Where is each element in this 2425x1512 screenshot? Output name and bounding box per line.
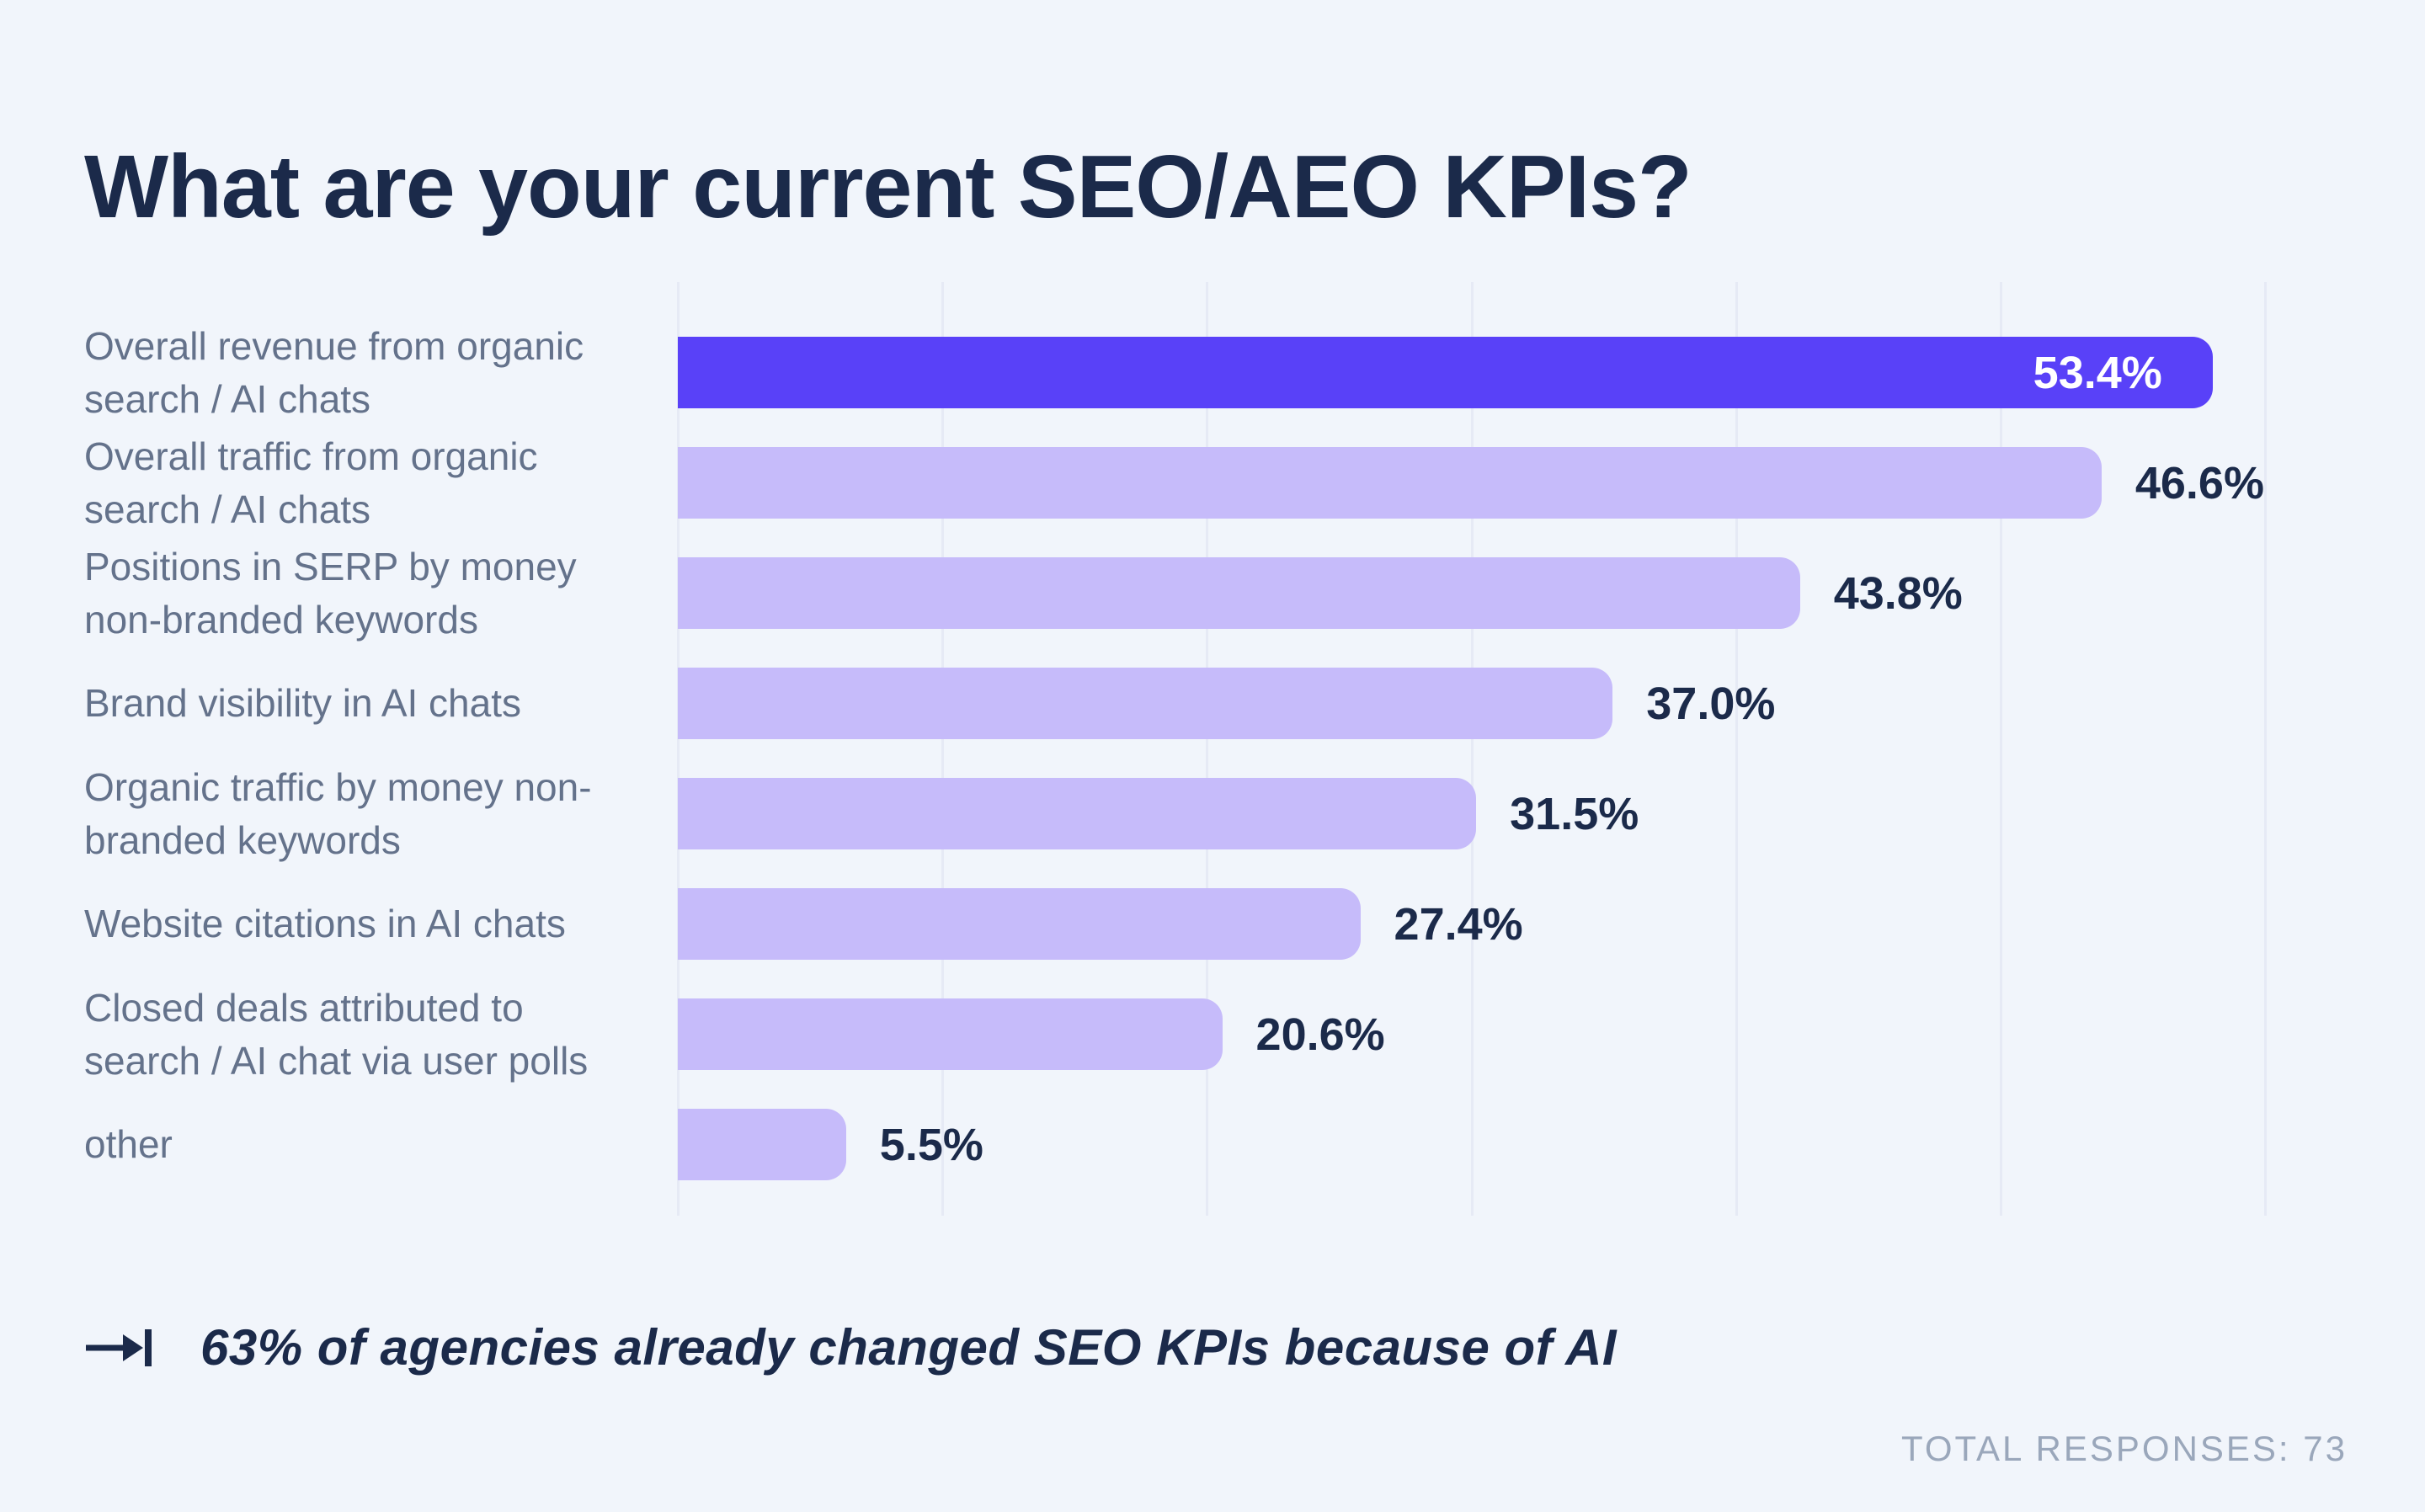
chart-row: Overall traffic from organic search / AI… xyxy=(84,434,2265,531)
bar-track: 31.5% xyxy=(678,778,2265,849)
category-label: Overall traffic from organic search / AI… xyxy=(84,434,538,531)
category-label: Organic traffic by money non-branded key… xyxy=(84,764,592,862)
bar xyxy=(678,557,1800,629)
chart-title: What are your current SEO/AEO KPIs? xyxy=(84,137,1692,237)
annotation-text: 63% of agencies already changed SEO KPIs… xyxy=(200,1319,1618,1376)
value-label: 31.5% xyxy=(1510,788,1639,839)
category-label: Website citations in AI chats xyxy=(84,902,566,946)
bar xyxy=(678,888,1361,960)
value-label: 53.4% xyxy=(2033,347,2162,398)
chart-row: other 5.5% xyxy=(84,1109,2265,1180)
chart-row: Closed deals attributed to search / AI c… xyxy=(84,986,2265,1083)
chart-row: Brand visibility in AI chats 37.0% xyxy=(84,668,2265,739)
key-insight-annotation: 63% of agencies already changed SEO KPIs… xyxy=(84,1318,1617,1376)
category-label: other xyxy=(84,1122,173,1167)
bar-track: 5.5% xyxy=(678,1109,2265,1180)
chart-row: Positions in SERP by money non-branded k… xyxy=(84,545,2265,642)
bar: 53.4% xyxy=(678,337,2213,408)
bar-track: 37.0% xyxy=(678,668,2265,739)
bar xyxy=(678,998,1223,1070)
bar-track: 46.6% xyxy=(678,447,2265,519)
bar xyxy=(678,668,1613,739)
total-responses: TOTAL RESPONSES: 73 xyxy=(1900,1429,2348,1468)
value-label: 5.5% xyxy=(879,1119,983,1170)
value-label: 20.6% xyxy=(1255,1009,1385,1060)
category-label: Closed deals attributed to search / AI c… xyxy=(84,985,589,1083)
bar xyxy=(678,447,2102,519)
category-label: Overall revenue from organic search / AI… xyxy=(84,323,584,421)
bar-track: 20.6% xyxy=(678,998,2265,1070)
value-label: 46.6% xyxy=(2135,457,2264,508)
bar-track: 53.4% xyxy=(678,337,2265,408)
arrow-to-bar-icon xyxy=(86,1328,152,1366)
bar-track: 43.8% xyxy=(678,557,2265,629)
chart-rows: Overall revenue from organic search / AI… xyxy=(84,324,2265,1180)
chart-row: Organic traffic by money non-branded key… xyxy=(84,765,2265,862)
value-label: 37.0% xyxy=(1646,678,1776,729)
chart-row: Overall revenue from organic search / AI… xyxy=(84,324,2265,421)
value-label: 27.4% xyxy=(1394,898,1523,950)
bar xyxy=(678,778,1477,849)
category-label: Brand visibility in AI chats xyxy=(84,681,522,726)
chart-row: Website citations in AI chats 27.4% xyxy=(84,888,2265,960)
value-label: 43.8% xyxy=(1833,567,1963,619)
bar-track: 27.4% xyxy=(678,888,2265,960)
category-label: Positions in SERP by money non-branded k… xyxy=(84,544,577,642)
bar xyxy=(678,1109,846,1180)
